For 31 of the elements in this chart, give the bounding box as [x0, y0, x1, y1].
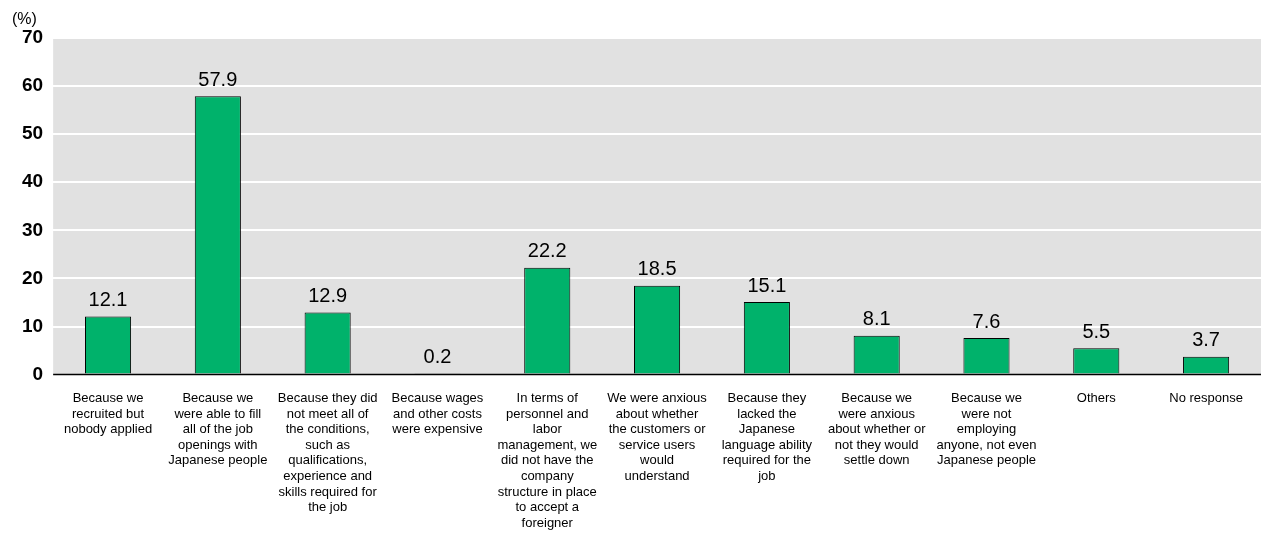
x-tick-label: Because we were anxious about whether or not they would settle down: [827, 389, 927, 468]
x-tick-label: Because we recruited but nobody applied: [63, 389, 153, 437]
x-tick-label: Because we were not employing anyone, not even Japanese people: [936, 389, 1037, 468]
data-label: 57.9: [198, 67, 238, 90]
data-label: 12.9: [308, 284, 348, 307]
x-tick-label: Because they did not meet all of the conditions, such as qualifications, experience and skills required for the job: [277, 389, 378, 515]
y-tick-label: 20: [21, 266, 44, 288]
y-tick-label: 40: [21, 170, 44, 192]
data-label: 3.7: [1192, 328, 1220, 351]
data-label: 22.2: [527, 239, 567, 262]
y-tick-label: 60: [21, 74, 44, 96]
data-label: 7.6: [972, 309, 1001, 332]
x-tick-label: No response: [1169, 389, 1243, 405]
data-label: 8.1: [862, 307, 891, 330]
x-tick-label: Others: [1076, 389, 1117, 405]
y-tick-label: 30: [21, 218, 44, 240]
y-tick-label: 70: [21, 26, 44, 48]
category-label: In terms of personnel and labor management, we did not have the company structure in place to accept a foreigner: [497, 389, 598, 530]
data-label: 5.5: [1082, 319, 1111, 342]
y-axis-title: (%): [12, 10, 37, 28]
y-tick-label: 10: [21, 314, 44, 336]
x-tick-label: Because we were able to fill all of the job openings with Japanese people: [168, 389, 268, 468]
data-label: 0.2: [423, 345, 452, 368]
data-label: 18.5: [637, 257, 677, 280]
data-label: 15.1: [747, 273, 787, 296]
data-label: 12.1: [88, 287, 128, 310]
x-tick-label: We were anxious about whether the customers or service users would understand: [607, 389, 708, 483]
x-tick-label: Because they lacked the Japanese language ability required for the job: [721, 389, 813, 483]
y-tick-label: 50: [21, 122, 44, 144]
y-tick-label: 0: [32, 362, 44, 384]
x-tick-label: Because wages and other costs were expensive: [391, 389, 484, 437]
